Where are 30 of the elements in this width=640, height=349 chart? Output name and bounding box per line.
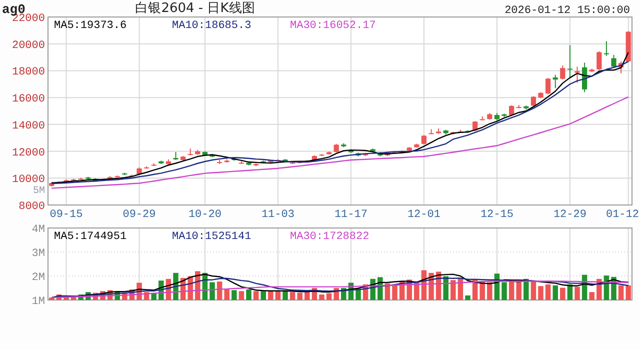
y-tick-label: 2M	[32, 272, 45, 284]
y-tick-label: 3M	[32, 248, 45, 260]
x-tick-label: 10-20	[188, 209, 222, 221]
x-tick-label: 12-15	[480, 209, 514, 221]
x-tick-label: 11-03	[261, 209, 294, 221]
chart-title: 白银2604 - 日K线图	[135, 1, 255, 16]
y-tick-label: 8000	[18, 201, 45, 213]
x-tick-label: 09-29	[122, 209, 156, 221]
x-tick-label: 01-12	[606, 209, 639, 221]
x-tick-label: 12-29	[553, 209, 586, 221]
y-tick-label: 16000	[12, 94, 45, 106]
text: MA30:1728822	[290, 231, 370, 243]
x-tick-label: 11-17	[334, 209, 368, 221]
annotation: 2026-01-12 15:00:00	[504, 5, 630, 17]
text: MA10:18685.3	[172, 20, 252, 32]
text: ag0	[2, 2, 26, 17]
text: MA10:1525141	[172, 231, 252, 243]
y-tick-label: 20000	[12, 40, 45, 52]
x-tick-label: 12-01	[407, 209, 441, 221]
y-tick-label: 14000	[12, 120, 45, 132]
y-tick-label: 12000	[12, 147, 45, 160]
text: MA30:16052.17	[290, 20, 376, 32]
text: MA5:19373.6	[54, 20, 127, 32]
y-tick-label: 1M	[32, 296, 45, 308]
y-tick-label: 4M	[32, 224, 45, 236]
y-tick-label: 18000	[12, 66, 45, 79]
x-tick-label: 09-15	[50, 209, 83, 221]
text: MA5:1744951	[54, 231, 128, 243]
text: 5M	[32, 186, 45, 197]
y-tick-label: 10000	[12, 174, 45, 186]
